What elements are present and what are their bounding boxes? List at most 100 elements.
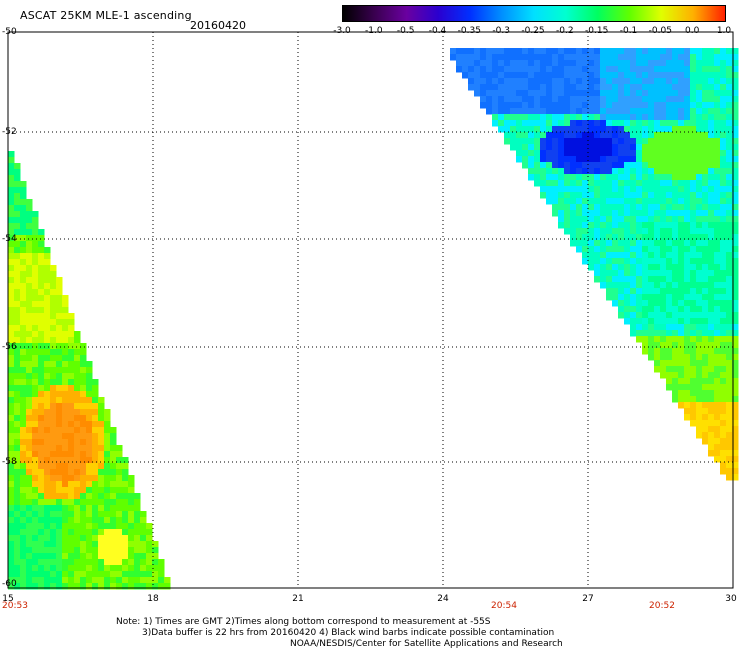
swath-cell	[32, 481, 39, 488]
swath-cell	[570, 90, 577, 97]
swath-cell	[588, 72, 595, 79]
swath-cell	[516, 48, 523, 55]
swath-cell	[128, 577, 135, 584]
swath-cell	[570, 132, 577, 139]
swath-cell	[702, 192, 709, 199]
swath-cell	[654, 126, 661, 133]
swath-cell	[732, 450, 739, 457]
swath-cell	[726, 336, 733, 343]
swath-cell	[726, 270, 733, 277]
swath-cell	[26, 535, 33, 542]
swath-cell	[630, 72, 637, 79]
swath-cell	[702, 228, 709, 235]
swath-cell	[720, 72, 727, 79]
swath-cell	[678, 222, 685, 229]
swath-cell	[624, 294, 631, 301]
swath-cell	[732, 264, 739, 271]
swath-cell	[714, 54, 721, 61]
swath-cell	[134, 517, 141, 524]
swath-cell	[672, 96, 679, 103]
swath-cell	[92, 451, 99, 458]
swath-cell	[678, 198, 685, 205]
swath-cell	[14, 367, 21, 374]
swath-cell	[50, 499, 57, 506]
swath-cell	[14, 565, 21, 572]
swath-cell	[8, 313, 15, 320]
swath-cell	[116, 565, 123, 572]
swath-cell	[50, 547, 57, 554]
swath-cell	[678, 48, 685, 55]
swath-cell	[56, 445, 63, 452]
swath-cell	[32, 223, 39, 230]
swath-cell	[714, 48, 721, 55]
swath-cell	[726, 456, 733, 463]
swath-cell	[486, 102, 493, 109]
swath-cell	[702, 96, 709, 103]
swath-cell	[146, 535, 153, 542]
swath-cell	[158, 571, 165, 578]
swath-cell	[600, 198, 607, 205]
swath-cell	[636, 198, 643, 205]
swath-cell	[44, 421, 51, 428]
swath-cell	[534, 60, 541, 67]
swath-cell	[528, 144, 535, 151]
swath-cell	[636, 216, 643, 223]
swath-cell	[522, 156, 529, 163]
lon-label-27: 27	[582, 594, 594, 604]
swath-cell	[86, 439, 93, 446]
swath-cell	[648, 264, 655, 271]
swath-cell	[594, 204, 601, 211]
swath-cell	[666, 240, 673, 247]
swath-cell	[648, 120, 655, 127]
swath-cell	[68, 553, 75, 560]
swath-cell	[44, 427, 51, 434]
swath-cell	[50, 535, 57, 542]
swath-cell	[104, 535, 111, 542]
swath-cell	[32, 529, 39, 536]
swath-cell	[648, 288, 655, 295]
swath-cell	[732, 102, 739, 109]
swath-cell	[696, 84, 703, 91]
color-scale-tick-label: 0.0	[684, 26, 700, 36]
swath-cell	[20, 235, 27, 242]
swath-cell	[480, 48, 487, 55]
swath-cell	[642, 264, 649, 271]
swath-cell	[534, 132, 541, 139]
swath-cell	[606, 126, 613, 133]
swath-cell	[612, 150, 619, 157]
swath-cell	[696, 360, 703, 367]
swath-cell	[600, 222, 607, 229]
swath-cell	[732, 474, 739, 481]
swath-cell	[74, 397, 81, 404]
swath-cell	[654, 234, 661, 241]
swath-cell	[690, 360, 697, 367]
swath-cell	[696, 384, 703, 391]
swath-cell	[110, 487, 117, 494]
swath-cell	[486, 72, 493, 79]
swath-cell	[14, 505, 21, 512]
swath-cell	[8, 223, 15, 230]
swath-cell	[68, 355, 75, 362]
swath-cell	[50, 355, 57, 362]
swath-cell	[510, 144, 517, 151]
swath-cell	[714, 396, 721, 403]
swath-cell	[708, 108, 715, 115]
swath-cell	[684, 354, 691, 361]
swath-cell	[606, 186, 613, 193]
swath-cell	[648, 72, 655, 79]
swath-cell	[684, 168, 691, 175]
swath-cell	[660, 330, 667, 337]
swath-cell	[636, 294, 643, 301]
swath-cell	[732, 72, 739, 79]
swath-cell	[26, 271, 33, 278]
swath-cell	[576, 180, 583, 187]
swath-cell	[666, 174, 673, 181]
swath-cell	[564, 126, 571, 133]
swath-cell	[666, 354, 673, 361]
swath-cell	[504, 120, 511, 127]
swath-cell	[564, 150, 571, 157]
swath-cell	[690, 192, 697, 199]
swath-cell	[606, 198, 613, 205]
swath-cell	[702, 132, 709, 139]
